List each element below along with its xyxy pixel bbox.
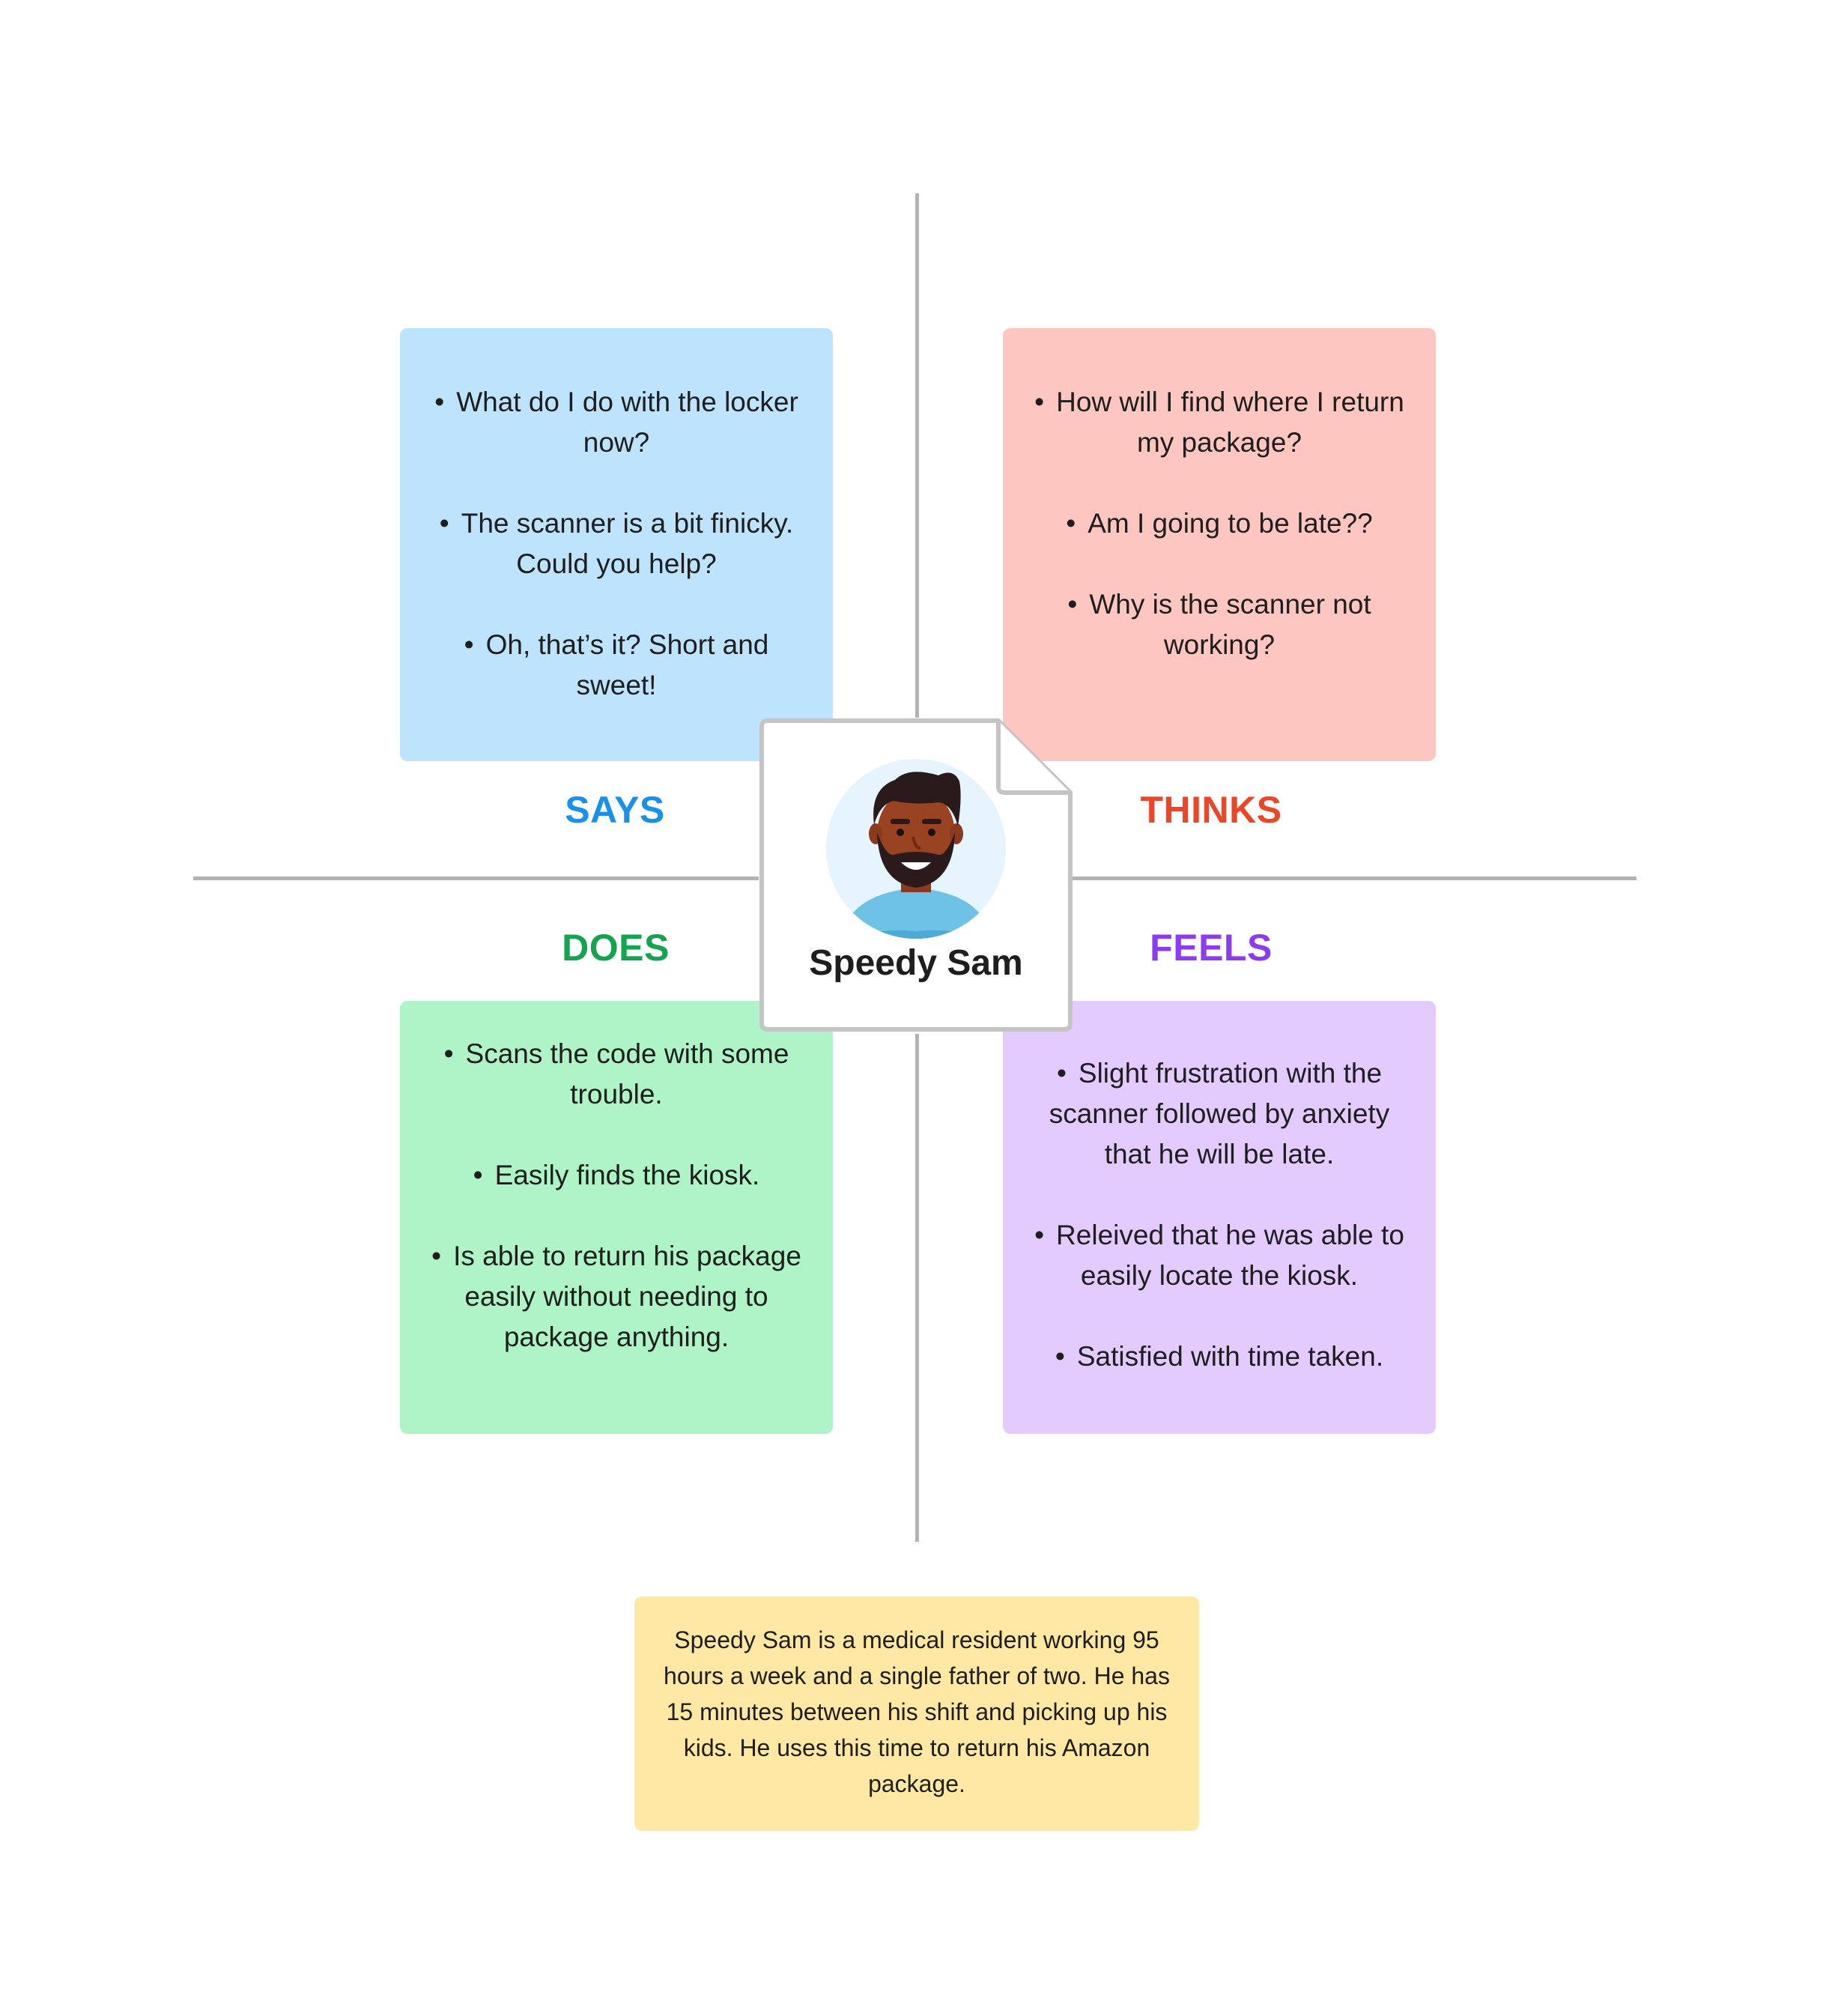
list-item: • Satisfied with time taken. bbox=[1055, 1341, 1384, 1372]
feels-label: FEELS bbox=[1150, 927, 1273, 969]
list-item: • Why is the scanner not working? bbox=[1067, 589, 1371, 660]
persona-name: Speedy Sam bbox=[809, 943, 1023, 983]
list-item: • Am I going to be late?? bbox=[1066, 508, 1373, 539]
person-avatar-icon bbox=[826, 759, 1006, 939]
list-item: • Is able to return his package easily wi… bbox=[431, 1241, 801, 1352]
list-item: • Slight frustration with the scanner fol… bbox=[1049, 1058, 1390, 1169]
list-item: • The scanner is a bit finicky. Could you… bbox=[439, 508, 794, 579]
does-sticky-note[interactable]: • Scans the code with some trouble. • Easi… bbox=[400, 1001, 833, 1434]
says-label: SAYS bbox=[565, 789, 665, 831]
list-item: • Easily finds the kiosk. bbox=[473, 1160, 760, 1190]
persona-summary-text: Speedy Sam is a medical resident working… bbox=[664, 1626, 1170, 1797]
list-item: • Scans the code with some trouble. bbox=[443, 1038, 789, 1110]
list-item: • Releived that he was able to easily loc… bbox=[1034, 1220, 1404, 1291]
horizontal-axis-left bbox=[193, 877, 759, 880]
list-item: • How will I find where I return my packa… bbox=[1034, 387, 1404, 458]
feels-sticky-note[interactable]: • Slight frustration with the scanner fol… bbox=[1003, 1001, 1436, 1434]
vertical-axis-top bbox=[915, 193, 919, 718]
does-list: • Scans the code with some trouble. • Easi… bbox=[422, 1034, 810, 1389]
list-item: • What do I do with the locker now? bbox=[434, 387, 798, 458]
thinks-list: • How will I find where I return my packa… bbox=[1025, 382, 1413, 716]
persona-card[interactable]: Speedy Sam bbox=[759, 718, 1073, 1032]
says-list: • What do I do with the locker now? • The … bbox=[422, 382, 810, 716]
says-sticky-note[interactable]: • What do I do with the locker now? • The … bbox=[400, 328, 833, 761]
does-label: DOES bbox=[562, 927, 670, 969]
thinks-label: THINKS bbox=[1140, 789, 1282, 831]
list-item: • Oh, that’s it? Short and sweet! bbox=[464, 629, 769, 700]
horizontal-axis-right bbox=[1073, 877, 1637, 880]
feels-list: • Slight frustration with the scanner fol… bbox=[1025, 1053, 1413, 1389]
persona-summary-note[interactable]: Speedy Sam is a medical resident working… bbox=[634, 1596, 1199, 1831]
thinks-sticky-note[interactable]: • How will I find where I return my packa… bbox=[1003, 328, 1436, 761]
vertical-axis-bottom bbox=[915, 1034, 919, 1542]
